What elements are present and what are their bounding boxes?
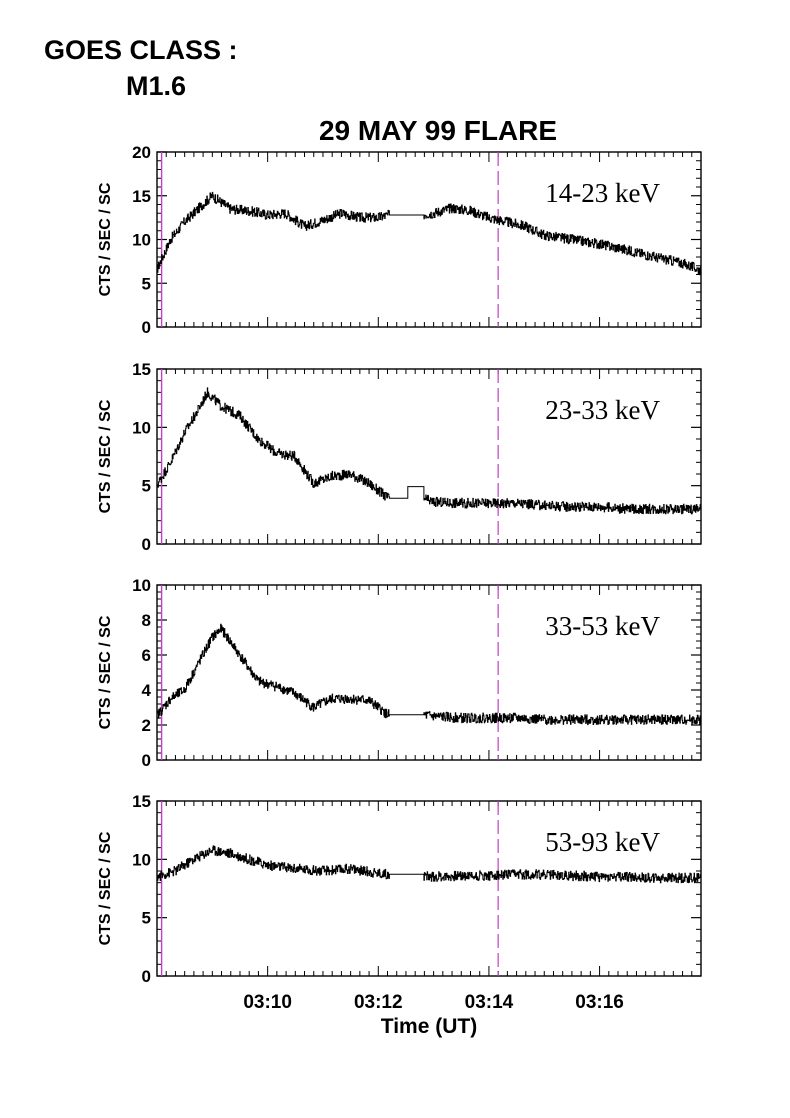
- panel-4-ytick-label: 0: [142, 967, 151, 986]
- panel-3-ytick-label: 8: [142, 611, 151, 630]
- panel-3-ytick-label: 10: [132, 576, 151, 595]
- panel-3-ytick-label: 0: [142, 751, 151, 770]
- panel-2-ytick-label: 0: [142, 535, 151, 554]
- panel-2-frame: [156, 368, 702, 545]
- panel-2-ytick-label: 15: [132, 360, 151, 379]
- panel-2-lightcurve: [156, 387, 701, 515]
- panel-3-y-axis-label: CTS / SEC / SC: [97, 615, 114, 729]
- x-tick-label: 03:14: [465, 992, 514, 1013]
- chart-title: 29 MAY 99 FLARE: [319, 115, 557, 146]
- panel-3-band-label: 33-53 keV: [545, 611, 660, 641]
- panel-2-band-label: 23-33 keV: [545, 395, 660, 425]
- panel-1-ytick-label: 10: [132, 231, 151, 250]
- panel-4-ytick-label: 10: [132, 850, 151, 869]
- panel-4-ytick-label: 15: [132, 792, 151, 811]
- panel-3-frame: [156, 584, 702, 761]
- panel-4-band-label: 53-93 keV: [545, 827, 660, 857]
- goes-class-value: M1.6: [126, 71, 187, 101]
- panel-2-y-axis-label: CTS / SEC / SC: [97, 399, 114, 513]
- goes-class-label: GOES CLASS : M1.6: [44, 32, 238, 104]
- goes-class-heading: GOES CLASS :: [44, 35, 238, 65]
- panel-1-y-axis-label: CTS / SEC / SC: [97, 182, 114, 296]
- panel-3-lightcurve: [156, 623, 701, 726]
- panel-3-ytick-label: 4: [142, 681, 152, 700]
- panel-3-ytick-label: 6: [142, 646, 151, 665]
- x-tick-label: 03:12: [354, 992, 403, 1013]
- panel-4-y-axis-label: CTS / SEC / SC: [97, 831, 114, 945]
- panel-2-ytick-label: 10: [132, 418, 151, 437]
- x-tick-label: 03:10: [243, 992, 292, 1013]
- panel-1-ytick-label: 5: [142, 274, 151, 293]
- panel-3-ytick-label: 2: [142, 716, 151, 735]
- panel-4-ytick-label: 5: [142, 909, 151, 928]
- panel-1-band-label: 14-23 keV: [545, 178, 660, 208]
- panel-2-ytick-label: 5: [142, 477, 151, 496]
- x-axis-label: Time (UT): [381, 1015, 477, 1038]
- panel-1-lightcurve: [156, 191, 701, 276]
- x-tick-label: 03:16: [575, 992, 624, 1013]
- panel-4-frame: [156, 800, 702, 977]
- panel-1-ytick-label: 15: [132, 187, 151, 206]
- panel-4-lightcurve: [156, 845, 701, 884]
- panel-1-ytick-label: 20: [132, 143, 151, 162]
- panel-1-ytick-label: 0: [142, 318, 151, 337]
